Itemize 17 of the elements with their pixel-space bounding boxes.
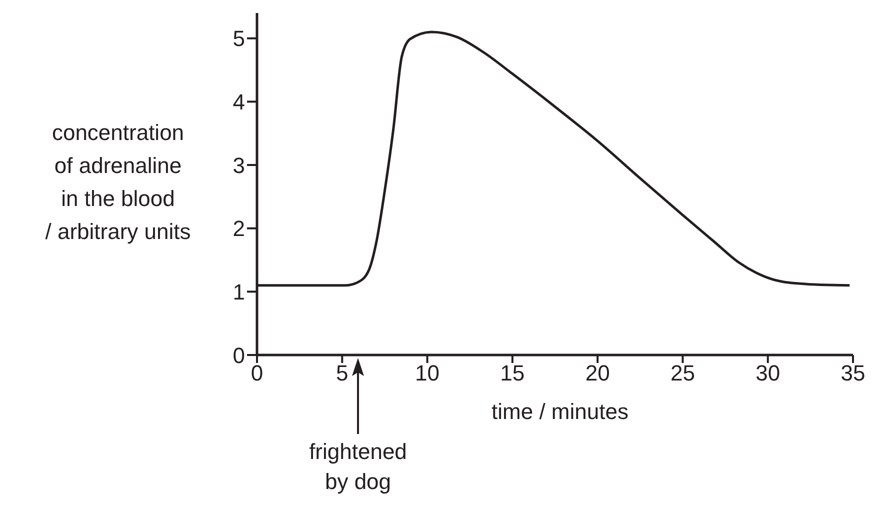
x-tick-label: 5 (336, 360, 348, 386)
y-tick-label: 3 (232, 152, 245, 178)
x-axis-title: time / minutes (490, 399, 630, 425)
x-tick-label: 20 (585, 360, 610, 386)
y-tick-label: 2 (232, 216, 245, 242)
x-tick-label: 35 (840, 360, 866, 386)
y-axis-title: concentration of adrenaline in the blood / arbitrary units (44, 119, 192, 246)
x-tick-label: 15 (500, 360, 525, 386)
y-tick-label: 4 (232, 89, 245, 114)
x-tick-label: 0 (250, 360, 264, 386)
x-tick-label: 10 (415, 360, 440, 386)
text: frightened by dog (308, 438, 408, 496)
y-tick-label: 1 (232, 279, 245, 304)
y-tick-label: 0 (232, 342, 245, 368)
y-tick-label: 5 (232, 26, 245, 52)
x-tick-label: 30 (756, 360, 780, 386)
x-tick-label: 25 (670, 360, 695, 386)
